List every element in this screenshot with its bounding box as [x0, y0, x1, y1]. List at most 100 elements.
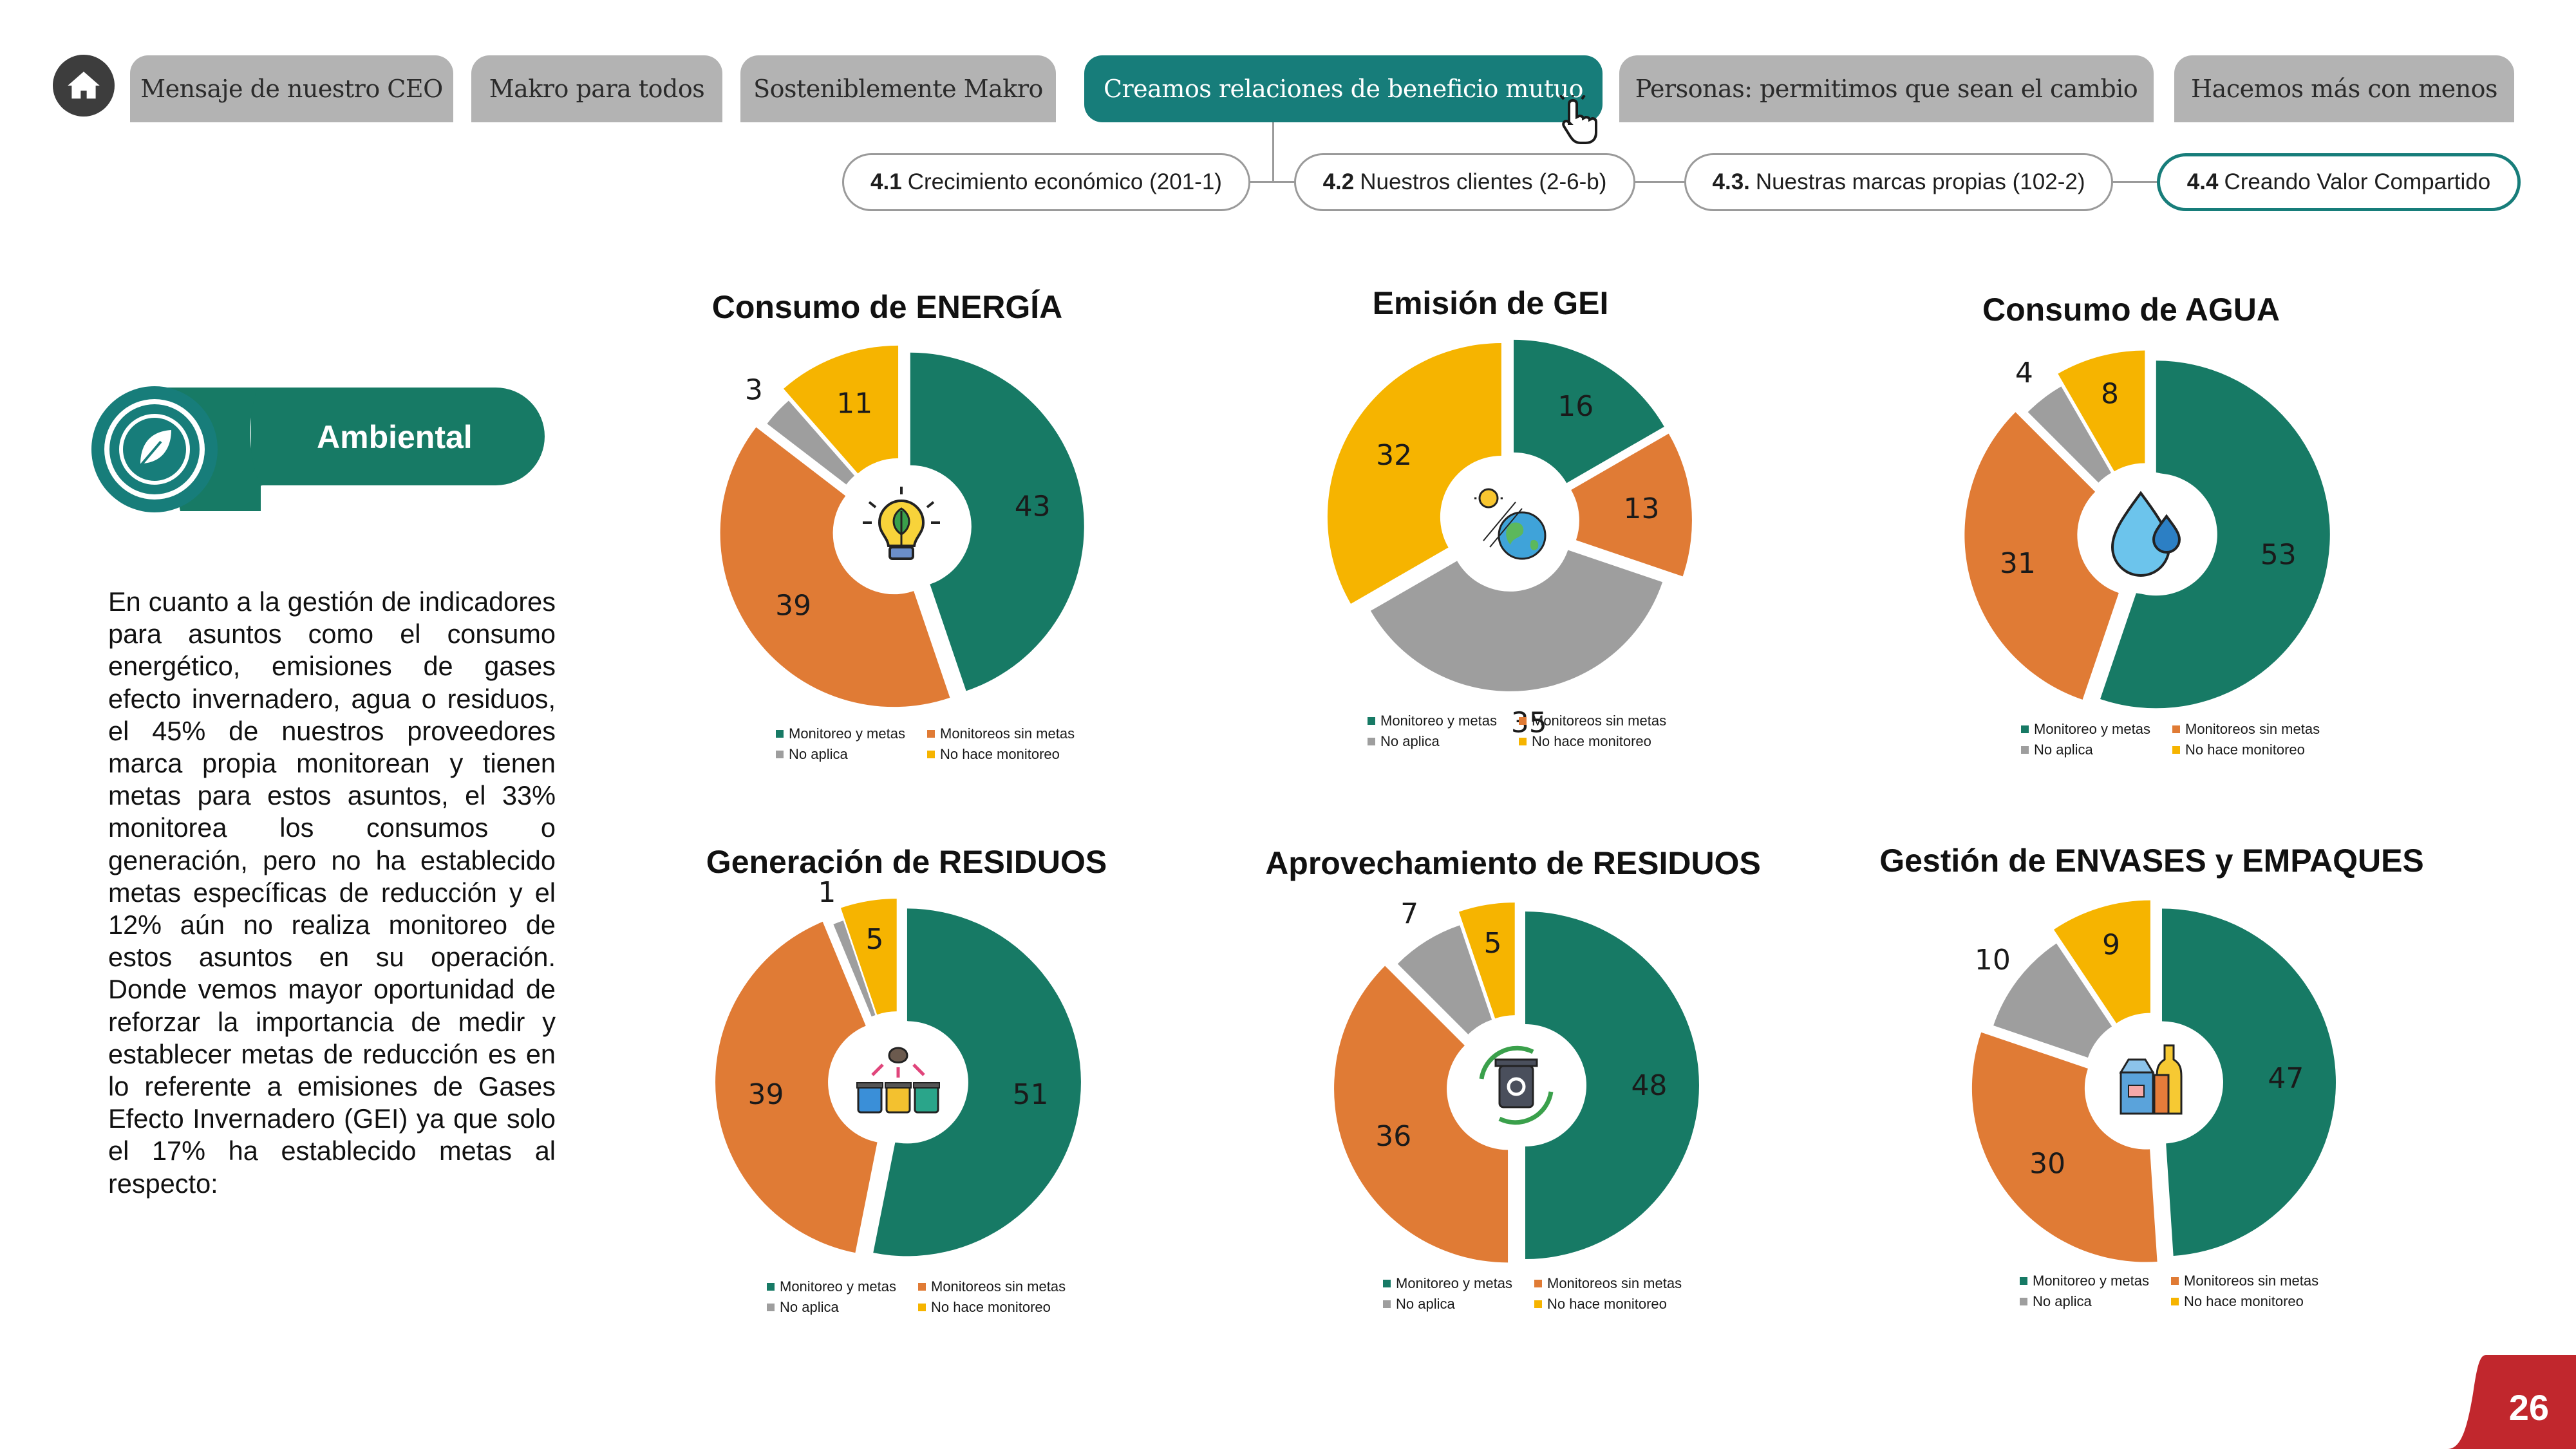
legend-swatch	[2171, 1277, 2179, 1285]
legend-swatch	[927, 751, 935, 758]
tab-relaciones-beneficio-mutuo[interactable]: Creamos relaciones de beneficio mutuo	[1084, 55, 1603, 144]
tab-sosteniblemente-makro[interactable]: Sosteniblemente Makro	[740, 55, 1056, 122]
legend-swatch	[1519, 738, 1527, 745]
pie-slice-monitoreo-y-metas	[873, 908, 1081, 1257]
subtab-marcas-propias[interactable]: 4.3. Nuestras marcas propias (102-2)	[1684, 153, 2113, 211]
recycle-bin-icon	[1479, 1045, 1554, 1125]
legend-item-no-hace-monitoreo: No hace monitoreo	[2171, 1291, 2304, 1312]
pie-chart-envases-empaques: 47 30 10 9	[1971, 900, 2336, 1262]
subnav-connector-2	[1634, 181, 1686, 183]
legend-swatch	[1368, 717, 1375, 725]
chart-title: Consumo de ENERGÍA	[711, 289, 1063, 325]
pie-slice-monitoreos-sin-metas	[715, 921, 878, 1253]
tab-personas[interactable]: Personas: permitimos que sean el cambio	[1619, 55, 2154, 122]
legend-swatch	[776, 751, 784, 758]
legend-label: Monitoreos sin metas	[1532, 713, 1667, 729]
pie-slice-monitoreo-y-metas	[910, 352, 1084, 691]
tab-mensaje-ceo[interactable]: Mensaje de nuestro CEO	[130, 55, 453, 122]
legend-label: Monitoreo y metas	[1380, 713, 1497, 729]
pie-chart-energia: 43 39 3 11	[720, 345, 1084, 707]
pie-slice-monitoreo-y-metas	[2161, 908, 2336, 1256]
subtab-valor-compartido[interactable]: 4.4 Creando Valor Compartido	[2157, 153, 2521, 211]
page-number: 26	[2508, 1387, 2549, 1428]
data-label-monitoreo-y-metas: 47	[2268, 1062, 2304, 1095]
subtab-number: 4.1	[870, 169, 902, 194]
pie-slice-monitoreos-sin-metas	[1334, 966, 1509, 1263]
pie-slice-monitoreos-sin-metas	[720, 427, 950, 707]
tab-makro-para-todos[interactable]: Makro para todos	[471, 55, 722, 122]
data-label-no-hace-monitoreo: 8	[2101, 378, 2119, 411]
legend-label: Monitoreo y metas	[789, 725, 905, 742]
legend-item-monitoreos-sin-metas: Monitoreos sin metas	[1534, 1273, 1682, 1294]
data-label-monitoreo-y-metas: 48	[1631, 1069, 1668, 1102]
chart-title: Gestión de ENVASES y EMPAQUES	[1879, 843, 2424, 879]
legend-item-no-hace-monitoreo: No hace monitoreo	[1534, 1294, 1667, 1314]
legend-item-no-aplica: No aplica	[2021, 740, 2093, 760]
tab-hacemos-mas-con-menos[interactable]: Hacemos más con menos	[2174, 55, 2514, 122]
pie-slice-no-aplica	[1993, 943, 2112, 1058]
legend-swatch	[776, 730, 784, 738]
subtab-label: Nuestros clientes (2-6-b)	[1360, 169, 1607, 194]
subtab-label: Crecimiento económico (201-1)	[907, 169, 1222, 194]
subnav-connector-1	[1249, 181, 1295, 183]
legend-item-no-aplica: No aplica	[776, 744, 848, 765]
pie-slice-no-aplica	[767, 400, 855, 485]
earth-sun-icon	[1474, 488, 1547, 560]
legend-swatch	[2171, 1298, 2179, 1305]
legend-label: No hace monitoreo	[2184, 1293, 2304, 1309]
legend-label: Monitoreos sin metas	[2184, 1273, 2319, 1289]
subtab-nuestros-clientes[interactable]: 4.2 Nuestros clientes (2-6-b)	[1294, 153, 1635, 211]
pie-slice-no-hace-monitoreo	[2053, 900, 2150, 1024]
legend-swatch	[918, 1283, 926, 1291]
data-label-no-aplica: 7	[1400, 897, 1418, 930]
data-label-monitoreos-sin-metas: 31	[2000, 547, 2036, 580]
legend-swatch	[2021, 725, 2029, 733]
data-label-no-aplica: 35	[1511, 706, 1547, 739]
legend-item-monitoreo-y-metas: Monitoreo y metas	[2021, 719, 2150, 740]
legend-label: Monitoreos sin metas	[1547, 1275, 1682, 1291]
data-label-monitoreos-sin-metas: 39	[775, 589, 811, 622]
data-label-no-hace-monitoreo: 32	[1376, 439, 1412, 472]
legend-swatch	[918, 1304, 926, 1311]
legend-label: No aplica	[1396, 1296, 1455, 1312]
legend-swatch	[1534, 1280, 1542, 1287]
chart-title: Aprovechamiento de RESIDUOS	[1265, 845, 1761, 881]
legend-item-no-aplica: No aplica	[1383, 1294, 1455, 1314]
legend-label: Monitoreos sin metas	[2185, 721, 2320, 737]
legend-item-no-aplica: No aplica	[2020, 1291, 2092, 1312]
legend-swatch	[1534, 1300, 1542, 1308]
leaf-icon	[138, 430, 171, 469]
intro-paragraph: En cuanto a la gestión de indicadores pa…	[108, 586, 556, 1199]
legend-item-no-aplica: No aplica	[1368, 731, 1440, 752]
hand-cursor-icon	[1559, 95, 1597, 144]
home-icon	[68, 71, 100, 99]
subnav-connector-3	[2112, 181, 2158, 183]
data-label-monitoreos-sin-metas: 13	[1624, 492, 1660, 525]
pie-slice-monitoreo-y-metas	[2100, 360, 2330, 709]
pie-slice-no-aplica	[1370, 550, 1663, 691]
data-label-no-hace-monitoreo: 5	[866, 923, 884, 956]
legend-item-monitoreos-sin-metas: Monitoreos sin metas	[927, 724, 1075, 744]
legend-label: No hace monitoreo	[931, 1299, 1051, 1315]
pie-slice-monitoreos-sin-metas	[1971, 1032, 2158, 1262]
subtab-label: Nuestras marcas propias (102-2)	[1755, 169, 2085, 194]
pie-slice-no-hace-monitoreo	[1327, 343, 1501, 604]
legend-item-monitoreo-y-metas: Monitoreo y metas	[1368, 711, 1497, 731]
data-label-no-aplica: 1	[818, 876, 836, 909]
data-label-no-aplica: 10	[1975, 944, 2011, 977]
legend-item-no-aplica: No aplica	[767, 1297, 839, 1318]
lightbulb-leaf-icon	[863, 487, 940, 560]
subtab-crecimiento-economico[interactable]: 4.1 Crecimiento económico (201-1)	[842, 153, 1250, 211]
ambiental-badge	[91, 386, 545, 512]
legend-swatch	[927, 730, 935, 738]
home-button[interactable]	[53, 55, 115, 117]
data-label-monitoreos-sin-metas: 30	[2029, 1148, 2065, 1181]
subtab-label: Creando Valor Compartido	[2224, 169, 2491, 194]
pie-slice-monitoreos-sin-metas	[1964, 412, 2119, 700]
legend-label: Monitoreo y metas	[780, 1278, 896, 1295]
legend-label: No hace monitoreo	[2185, 742, 2305, 758]
tab-active-label: Creamos relaciones de beneficio mutuo	[1103, 75, 1584, 103]
legend-swatch	[1383, 1300, 1391, 1308]
data-label-monitoreo-y-metas: 16	[1557, 390, 1594, 423]
legend-swatch	[1383, 1280, 1391, 1287]
